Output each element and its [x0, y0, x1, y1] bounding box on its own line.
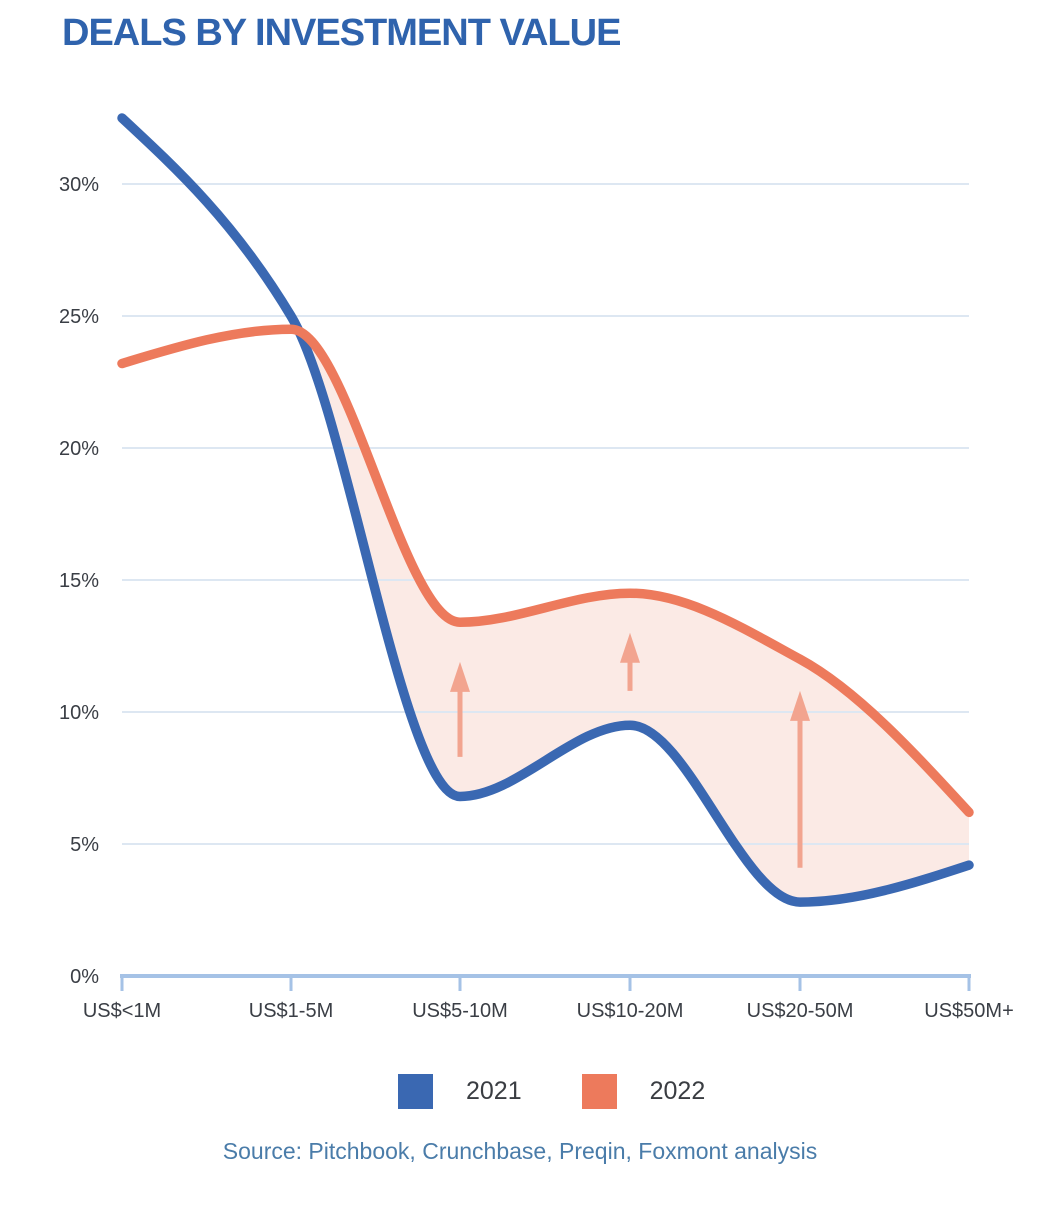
y-tick-label-30: 30%	[59, 174, 99, 196]
legend-item-2021: 2021	[398, 1074, 522, 1109]
y-tick-label-25: 25%	[59, 306, 99, 328]
legend-item-2022: 2022	[581, 1074, 706, 1109]
line-2022	[117, 324, 974, 818]
legend-swatch-2021	[398, 1074, 433, 1109]
x-tick-label-1: US$1-5M	[249, 1000, 333, 1022]
legend-swatch-2022	[581, 1074, 617, 1109]
source-note: Source: Pitchbook, Crunchbase, Preqin, F…	[222, 1138, 818, 1164]
increase-arrows	[450, 632, 810, 868]
y-tick-label-15: 15%	[59, 570, 99, 592]
y-tick-label-10: 10%	[59, 702, 99, 724]
line-2021	[117, 113, 974, 907]
x-axis-labels: US$<1M US$1-5M US$5-10M US$10-20M US$20-50M U…	[83, 1000, 1014, 1022]
y-tick-label-20: 20%	[59, 438, 99, 460]
x-tick-label-0: US$<1M	[83, 1000, 161, 1022]
legend-label-2021: 2021	[466, 1077, 522, 1105]
x-tick-label-3: US$10-20M	[577, 1000, 684, 1022]
series-lines	[117, 113, 974, 907]
page-title: DEALS BY INVESTMENT VALUE	[62, 12, 621, 54]
legend-label-2022: 2022	[649, 1077, 706, 1105]
up-arrow-1	[450, 661, 470, 757]
y-tick-label-0: 0%	[70, 966, 99, 988]
up-arrow-3	[790, 690, 810, 868]
x-tick-label-5: US$50M+	[924, 1000, 1014, 1022]
y-axis-labels: 0% 5% 10% 15% 20% 25% 30%	[59, 174, 99, 988]
fill-between-2021-2022	[291, 316, 969, 903]
x-axis	[120, 974, 971, 991]
up-arrow-2	[620, 632, 640, 691]
fill-between-area	[291, 316, 969, 903]
deals-by-investment-value-chart: 0% 5% 10% 15% 20% 25% 30% US$<1M US$1-5M US$5-10…	[59, 113, 1014, 1022]
x-tick-label-4: US$20-50M	[747, 1000, 854, 1022]
legend: 2021 2022	[398, 1074, 705, 1109]
x-tick-label-2: US$5-10M	[412, 1000, 508, 1022]
y-tick-label-5: 5%	[70, 834, 99, 856]
gridlines	[122, 183, 969, 845]
